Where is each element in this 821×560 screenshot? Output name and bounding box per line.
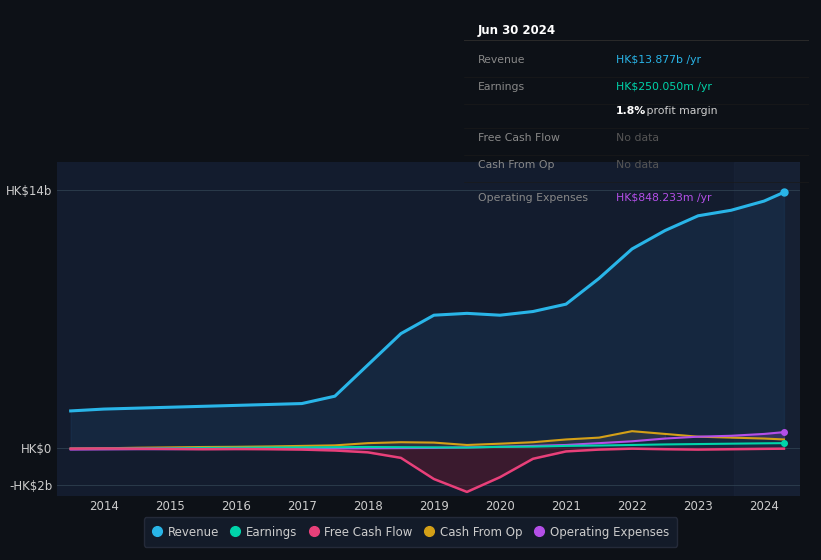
Text: Cash From Op: Cash From Op [478,160,554,170]
Text: HK$848.233m /yr: HK$848.233m /yr [616,193,711,203]
Text: HK$250.050m /yr: HK$250.050m /yr [616,82,712,92]
Bar [735,162,800,496]
Text: No data: No data [616,133,658,143]
Text: Jun 30 2024: Jun 30 2024 [478,24,556,37]
Text: Free Cash Flow: Free Cash Flow [478,133,560,143]
Text: Earnings: Earnings [478,82,525,92]
Text: Operating Expenses: Operating Expenses [478,193,588,203]
Text: 1.8%: 1.8% [616,106,646,116]
Text: HK$13.877b /yr: HK$13.877b /yr [616,55,700,66]
Text: Revenue: Revenue [478,55,525,66]
Text: profit margin: profit margin [643,106,718,116]
Legend: Revenue, Earnings, Free Cash Flow, Cash From Op, Operating Expenses: Revenue, Earnings, Free Cash Flow, Cash … [144,517,677,547]
Text: No data: No data [616,160,658,170]
